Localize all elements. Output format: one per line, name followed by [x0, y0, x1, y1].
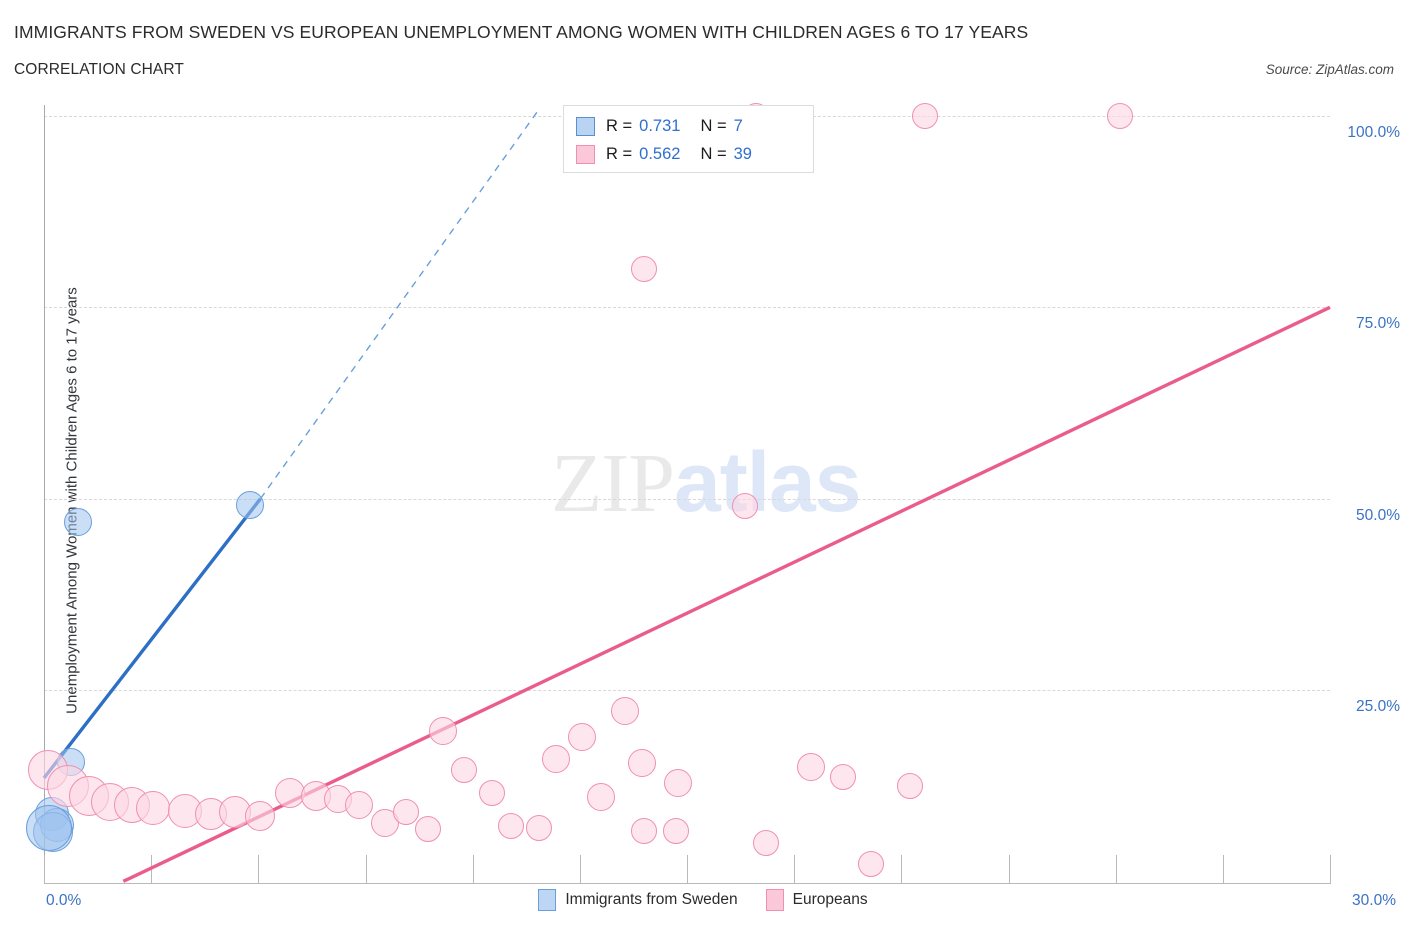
- data-point-pink[interactable]: [896, 773, 923, 800]
- data-point-pink[interactable]: [627, 748, 656, 777]
- x-tick: [365, 855, 367, 883]
- data-point-pink[interactable]: [663, 817, 690, 844]
- n-value-blue: 7: [733, 116, 743, 135]
- data-point-blue[interactable]: [235, 490, 264, 519]
- x-tick: [1115, 855, 1117, 883]
- data-point-blue[interactable]: [26, 804, 73, 851]
- data-point-pink[interactable]: [393, 799, 420, 826]
- page-subtitle: CORRELATION CHART: [14, 61, 184, 78]
- data-point-pink[interactable]: [136, 790, 171, 825]
- data-point-pink[interactable]: [797, 752, 826, 781]
- trend-extension-immigrants-from-sweden: [259, 111, 538, 500]
- data-point-pink[interactable]: [1106, 103, 1133, 129]
- data-point-pink[interactable]: [498, 813, 525, 840]
- page-title: IMMIGRANTS FROM SWEDEN VS EUROPEAN UNEMP…: [14, 22, 1029, 42]
- data-point-pink[interactable]: [731, 493, 758, 520]
- legend-label-europeans: Europeans: [792, 891, 868, 908]
- stats-row-immigrants-from-sweden: R = 0.731 N = 7: [576, 114, 743, 138]
- data-point-blue[interactable]: [64, 507, 93, 536]
- data-point-pink[interactable]: [414, 816, 441, 843]
- data-point-pink[interactable]: [478, 779, 505, 806]
- x-tick: [1222, 855, 1224, 883]
- trend-line-immigrants-from-sweden: [42, 497, 262, 780]
- legend-item-immigrants-from-sweden[interactable]: Immigrants from Sweden: [538, 889, 738, 911]
- swatch-pink-icon: [576, 144, 595, 164]
- data-point-pink[interactable]: [631, 817, 658, 844]
- data-point-pink[interactable]: [567, 723, 596, 752]
- y-axis-line: [44, 105, 45, 883]
- n-label-blue: N =: [700, 116, 727, 135]
- y-tick-label-25.0%: 25.0%: [1356, 698, 1400, 715]
- data-point-pink[interactable]: [345, 790, 374, 819]
- x-tick: [687, 855, 688, 883]
- data-point-pink[interactable]: [245, 800, 276, 831]
- data-point-pink[interactable]: [664, 769, 693, 798]
- legend-swatch-blue-icon: [538, 889, 557, 911]
- legend-swatch-pink-icon: [765, 889, 784, 911]
- gridline-50.0%: [44, 498, 1330, 500]
- r-value-blue: 0.731: [639, 116, 681, 135]
- data-point-pink[interactable]: [830, 764, 857, 791]
- stats-row-europeans: R = 0.562 N = 39: [576, 142, 752, 166]
- x-tick: [472, 855, 474, 883]
- r-value-pink: 0.562: [639, 144, 681, 163]
- x-tick: [901, 855, 903, 883]
- x-tick: [1008, 855, 1010, 883]
- data-point-pink[interactable]: [526, 814, 553, 841]
- r-label-pink: R =: [606, 144, 633, 163]
- data-point-pink[interactable]: [631, 256, 658, 283]
- data-point-pink[interactable]: [610, 697, 639, 726]
- x-tick: [1330, 855, 1331, 883]
- x-tick: [44, 855, 45, 883]
- data-point-pink[interactable]: [753, 830, 780, 857]
- x-axis-min-label: 0.0%: [46, 892, 82, 909]
- data-point-pink[interactable]: [542, 744, 571, 773]
- data-point-pink[interactable]: [858, 851, 885, 878]
- source-label: Source: ZipAtlas.com: [1265, 62, 1394, 77]
- x-axis-line: [44, 883, 1331, 884]
- x-tick: [258, 855, 260, 883]
- y-tick-label-100.0%: 100.0%: [1347, 124, 1400, 141]
- data-point-pink[interactable]: [911, 103, 938, 129]
- watermark-atlas: atlas: [674, 435, 861, 529]
- x-tick: [579, 855, 581, 883]
- gridline-25.0%: [44, 690, 1330, 691]
- legend-label-immigrants-from-sweden: Immigrants from Sweden: [565, 891, 738, 908]
- x-axis-max-label: 30.0%: [1352, 892, 1396, 909]
- data-point-pink[interactable]: [587, 783, 616, 812]
- r-label-blue: R =: [606, 116, 633, 135]
- zipatlas-watermark: ZIPatlas: [551, 440, 861, 526]
- data-point-pink[interactable]: [428, 717, 457, 746]
- watermark-zip: ZIP: [551, 437, 675, 530]
- legend-item-europeans[interactable]: Europeans: [765, 889, 868, 911]
- data-point-pink[interactable]: [451, 756, 478, 783]
- series-legend: Immigrants from Sweden Europeans: [0, 889, 1406, 911]
- correlation-stats-legend: R = 0.731 N = 7 R = 0.562 N = 39: [563, 105, 814, 173]
- swatch-blue-icon: [576, 116, 595, 136]
- n-value-pink: 39: [733, 144, 752, 163]
- y-tick-label-50.0%: 50.0%: [1356, 506, 1400, 524]
- x-tick: [794, 855, 796, 883]
- gridline-75.0%: [44, 307, 1330, 309]
- y-tick-label-75.0%: 75.0%: [1356, 315, 1400, 333]
- n-label-pink: N =: [700, 144, 727, 163]
